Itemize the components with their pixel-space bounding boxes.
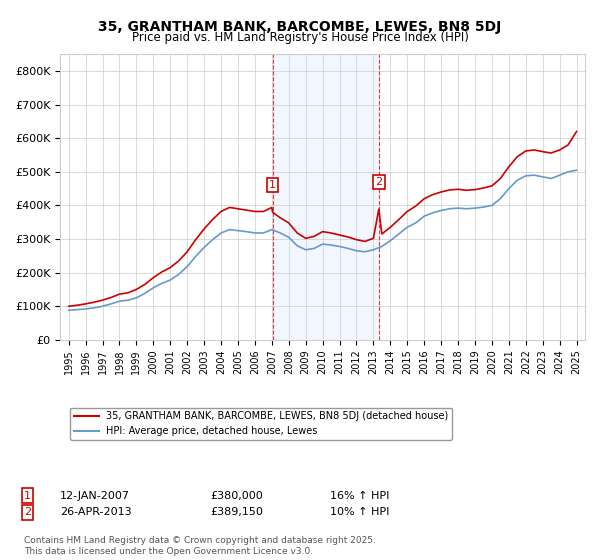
Text: 2: 2 <box>375 177 382 187</box>
Text: 26-APR-2013: 26-APR-2013 <box>60 507 131 517</box>
Text: 1: 1 <box>269 180 276 190</box>
Bar <box>272 54 379 340</box>
Legend: 35, GRANTHAM BANK, BARCOMBE, LEWES, BN8 5DJ (detached house), HPI: Average price: 35, GRANTHAM BANK, BARCOMBE, LEWES, BN8 … <box>70 408 452 440</box>
Text: 35, GRANTHAM BANK, BARCOMBE, LEWES, BN8 5DJ: 35, GRANTHAM BANK, BARCOMBE, LEWES, BN8 … <box>98 20 502 34</box>
Text: 16% ↑ HPI: 16% ↑ HPI <box>330 491 389 501</box>
Text: Price paid vs. HM Land Registry's House Price Index (HPI): Price paid vs. HM Land Registry's House … <box>131 31 469 44</box>
Text: Contains HM Land Registry data © Crown copyright and database right 2025.
This d: Contains HM Land Registry data © Crown c… <box>24 536 376 556</box>
Text: 2: 2 <box>24 507 31 517</box>
Text: 1: 1 <box>24 491 31 501</box>
Text: 10% ↑ HPI: 10% ↑ HPI <box>330 507 389 517</box>
Text: £389,150: £389,150 <box>210 507 263 517</box>
Text: 12-JAN-2007: 12-JAN-2007 <box>60 491 130 501</box>
Text: £380,000: £380,000 <box>210 491 263 501</box>
